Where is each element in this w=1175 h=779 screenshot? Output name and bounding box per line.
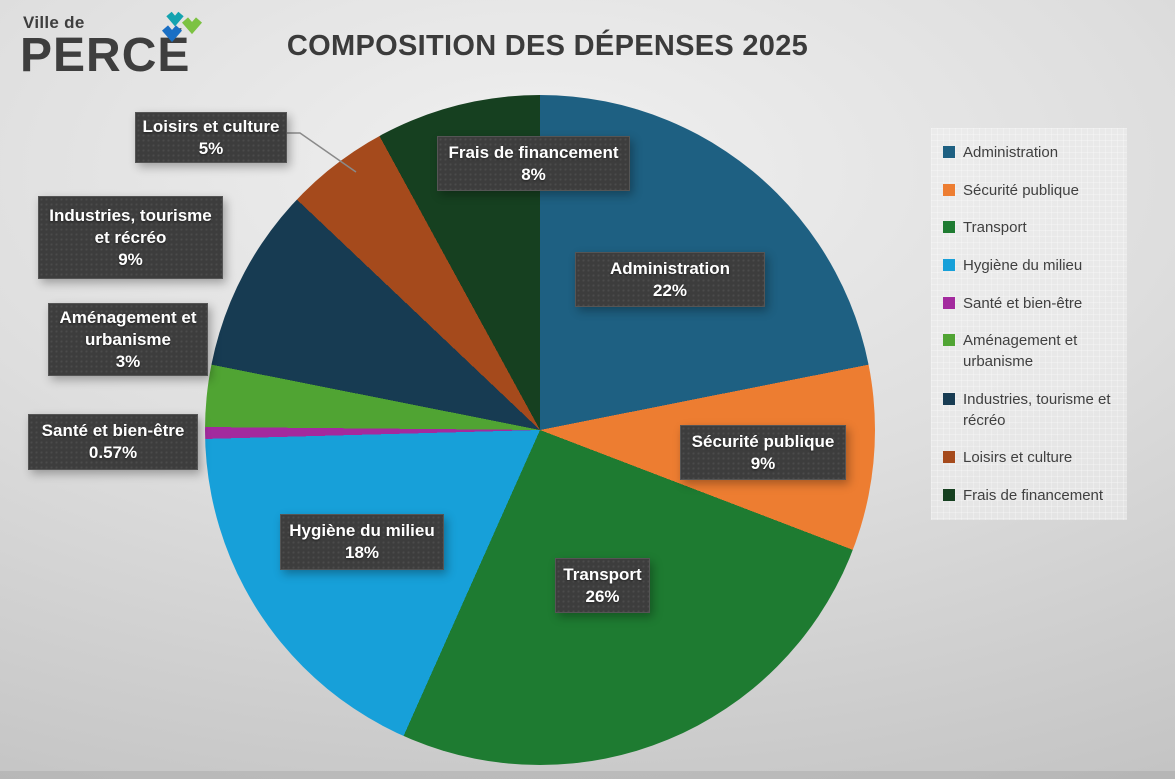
legend-item-frais-de-financement: Frais de financement: [943, 485, 1115, 506]
legend-swatch: [943, 221, 955, 234]
legend-item-securite-publique: Sécurité publique: [943, 180, 1115, 201]
callout-value: 9%: [750, 453, 776, 473]
legend-item-sante-et-bien-etre: Santé et bien-être: [943, 293, 1115, 314]
callout-label: Frais de financement: [448, 142, 619, 162]
legend-swatch: [943, 146, 955, 158]
callout-value: 26%: [585, 586, 620, 606]
callout-value: 18%: [344, 543, 380, 562]
callout-label: Administration: [610, 258, 730, 278]
legend-item-administration: Administration: [943, 142, 1115, 163]
callout-value: 22%: [652, 280, 688, 300]
callout-securite-publique: Sécurité publique 9%: [680, 425, 846, 480]
chart-title: COMPOSITION DES DÉPENSES 2025: [286, 30, 809, 62]
callout-label: Santé et bien-être: [41, 421, 185, 440]
legend-item-industries-tourisme-recreo: Industries, tourisme et récréo: [943, 389, 1115, 431]
legend: Administration Sécurité publique Transpo…: [931, 128, 1127, 520]
legend-swatch: [943, 489, 955, 501]
callout-value: 9%: [118, 249, 143, 269]
callout-value: 3%: [115, 351, 141, 371]
callout-label: Hygiène du milieu: [289, 521, 435, 540]
legend-item-hygiene-du-milieu: Hygiène du milieu: [943, 255, 1115, 276]
callout-label: Sécurité publique: [691, 431, 835, 451]
callout-label: Transport: [563, 564, 642, 584]
legend-swatch: [943, 334, 955, 347]
legend-item-amenagement-et-urbanisme: Aménagement et urbanisme: [943, 330, 1115, 372]
callout-administration: Administration 22%: [575, 252, 765, 307]
callout-hygiene-du-milieu: Hygiène du milieu 18%: [280, 514, 444, 570]
callout-industries-tourisme-recreo: Industries, tourisme et récréo 9%: [38, 196, 223, 279]
callout-label: Aménagement et urbanisme: [59, 307, 197, 349]
callout-loisirs-et-culture: Loisirs et culture 5%: [135, 112, 287, 163]
callout-transport: Transport 26%: [555, 558, 650, 613]
legend-swatch: [943, 183, 955, 196]
callout-value: 0.57%: [88, 443, 138, 462]
callout-value: 8%: [521, 164, 546, 184]
logo-villede-text: Ville de: [23, 13, 85, 32]
callout-label: Loisirs et culture: [142, 116, 280, 136]
legend-swatch: [943, 392, 955, 405]
logo-perce-text: PERCÉ: [20, 29, 191, 82]
callout-sante-et-bien-etre: Santé et bien-être 0.57%: [28, 414, 198, 470]
callout-label: Industries, tourisme et récréo: [49, 205, 212, 247]
logo-checkmarks-icon: [161, 11, 203, 43]
perce-logo: Ville de PERCÉ: [14, 8, 234, 98]
legend-item-loisirs-et-culture: Loisirs et culture: [943, 447, 1115, 468]
callout-frais-de-financement: Frais de financement 8%: [437, 136, 630, 191]
callout-amenagement-et-urbanisme: Aménagement et urbanisme 3%: [48, 303, 208, 376]
callout-value: 5%: [198, 138, 224, 158]
legend-swatch: [943, 296, 955, 309]
legend-item-transport: Transport: [943, 217, 1115, 238]
legend-swatch: [943, 258, 955, 271]
legend-swatch: [943, 451, 955, 464]
